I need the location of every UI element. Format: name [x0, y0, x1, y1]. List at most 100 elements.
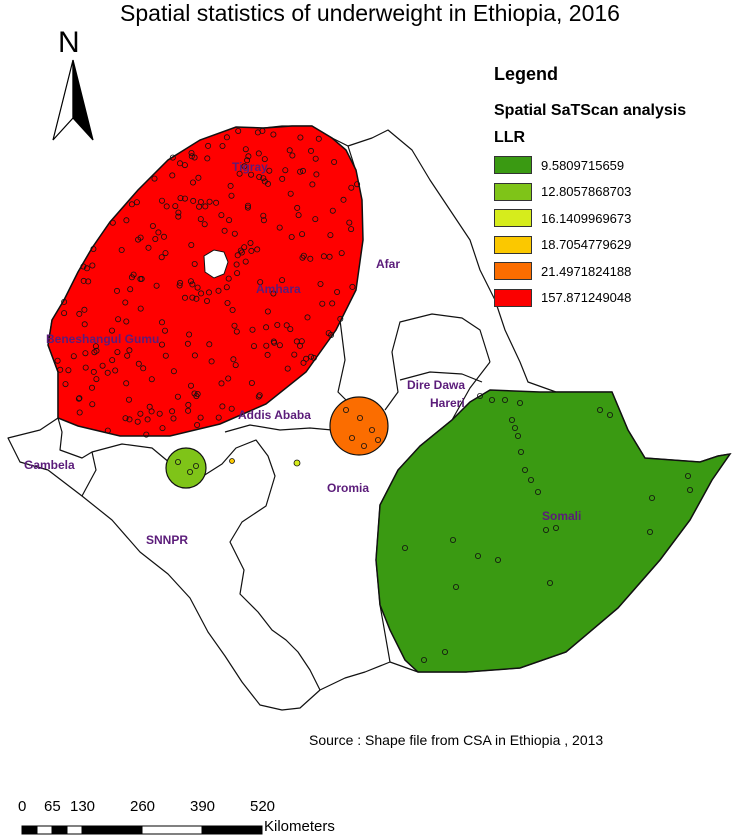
scale-tick-label: 390 [190, 798, 216, 815]
survey-point [449, 537, 456, 544]
survey-point [137, 410, 144, 417]
legend-label: 21.4971824188 [541, 263, 632, 279]
survey-point [256, 173, 263, 180]
survey-point [229, 306, 236, 313]
survey-point [228, 405, 235, 412]
region-label-dire-dawa: Dire Dawa [407, 378, 466, 392]
survey-point [257, 279, 264, 286]
survey-point [649, 494, 656, 501]
survey-point [143, 431, 150, 438]
legend-item: 9.5809715659 [494, 152, 631, 179]
survey-point [163, 203, 170, 210]
survey-point [354, 181, 361, 188]
survey-point [137, 234, 144, 241]
survey-point [522, 466, 529, 473]
map-title: Spatial statistics of underweight in Eth… [120, 0, 620, 26]
legend-swatch [494, 288, 532, 307]
survey-point [93, 347, 100, 354]
legend-item: 16.1409969673 [494, 205, 631, 232]
survey-point [172, 203, 179, 210]
survey-point [185, 401, 192, 408]
survey-point [348, 184, 355, 191]
survey-point [287, 326, 294, 333]
survey-point [115, 316, 122, 323]
survey-point [488, 396, 495, 403]
survey-point [294, 204, 301, 211]
survey-point [126, 347, 133, 354]
survey-point [184, 340, 191, 347]
legend-field: LLR [494, 129, 526, 146]
survey-point [255, 150, 262, 157]
survey-point [75, 395, 82, 402]
legend-label: 18.7054779629 [541, 237, 632, 253]
survey-point [307, 255, 314, 262]
survey-point [61, 298, 68, 305]
region-label-gambela: Gambela [24, 458, 75, 472]
survey-point [161, 327, 168, 334]
survey-point [191, 260, 198, 267]
legend-swatch [494, 262, 532, 281]
survey-point [535, 488, 542, 495]
region-label-tigray: Tigray [232, 160, 268, 174]
survey-point [84, 265, 91, 272]
survey-point [153, 282, 160, 289]
survey-point [231, 230, 238, 237]
survey-point [162, 250, 169, 257]
survey-point [169, 408, 176, 415]
survey-point [122, 415, 129, 422]
survey-point [198, 290, 205, 297]
survey-point [137, 305, 144, 312]
survey-point [337, 315, 344, 322]
survey-point [226, 217, 233, 224]
survey-point [89, 384, 96, 391]
survey-point [61, 310, 68, 317]
survey-point [152, 235, 159, 242]
survey-point [528, 476, 535, 483]
survey-point [312, 216, 319, 223]
survey-point [283, 322, 290, 329]
survey-point [270, 338, 277, 345]
survey-point [188, 153, 195, 160]
survey-point [76, 409, 83, 416]
survey-point [177, 195, 184, 202]
survey-point [158, 319, 165, 326]
survey-point [193, 295, 200, 302]
scale-tick-label: 520 [250, 798, 276, 815]
survey-point [80, 263, 87, 270]
region-label-amhara: Amhara [256, 282, 301, 296]
survey-point [203, 297, 210, 304]
legend-item: 21.4971824188 [494, 258, 631, 285]
survey-point [118, 246, 125, 253]
survey-point [687, 486, 694, 493]
survey-point [299, 167, 306, 174]
survey-point [299, 254, 306, 261]
legend-item: 157.871249048 [494, 285, 631, 312]
survey-point [543, 527, 550, 534]
survey-point [228, 192, 235, 199]
survey-point [224, 299, 231, 306]
survey-point [194, 421, 201, 428]
survey-point [261, 156, 268, 163]
survey-point [250, 343, 257, 350]
survey-point [181, 162, 188, 169]
legend-swatch [494, 235, 532, 254]
survey-point [304, 314, 311, 321]
survey-point [194, 390, 201, 397]
survey-point [236, 170, 243, 177]
survey-point [231, 322, 238, 329]
boundary-dire-dawa [399, 371, 483, 383]
survey-point [326, 253, 333, 260]
survey-point [185, 407, 192, 414]
survey-point [241, 163, 248, 170]
survey-point [317, 280, 324, 287]
survey-point [82, 350, 89, 357]
survey-point [126, 416, 133, 423]
region-label-hareri: Hareri [430, 396, 465, 410]
survey-point [232, 362, 239, 369]
survey-point [312, 155, 319, 162]
survey-point [219, 142, 226, 149]
survey-point [368, 426, 375, 433]
survey-point [109, 357, 116, 364]
survey-point [89, 262, 96, 269]
survey-point [162, 352, 169, 359]
